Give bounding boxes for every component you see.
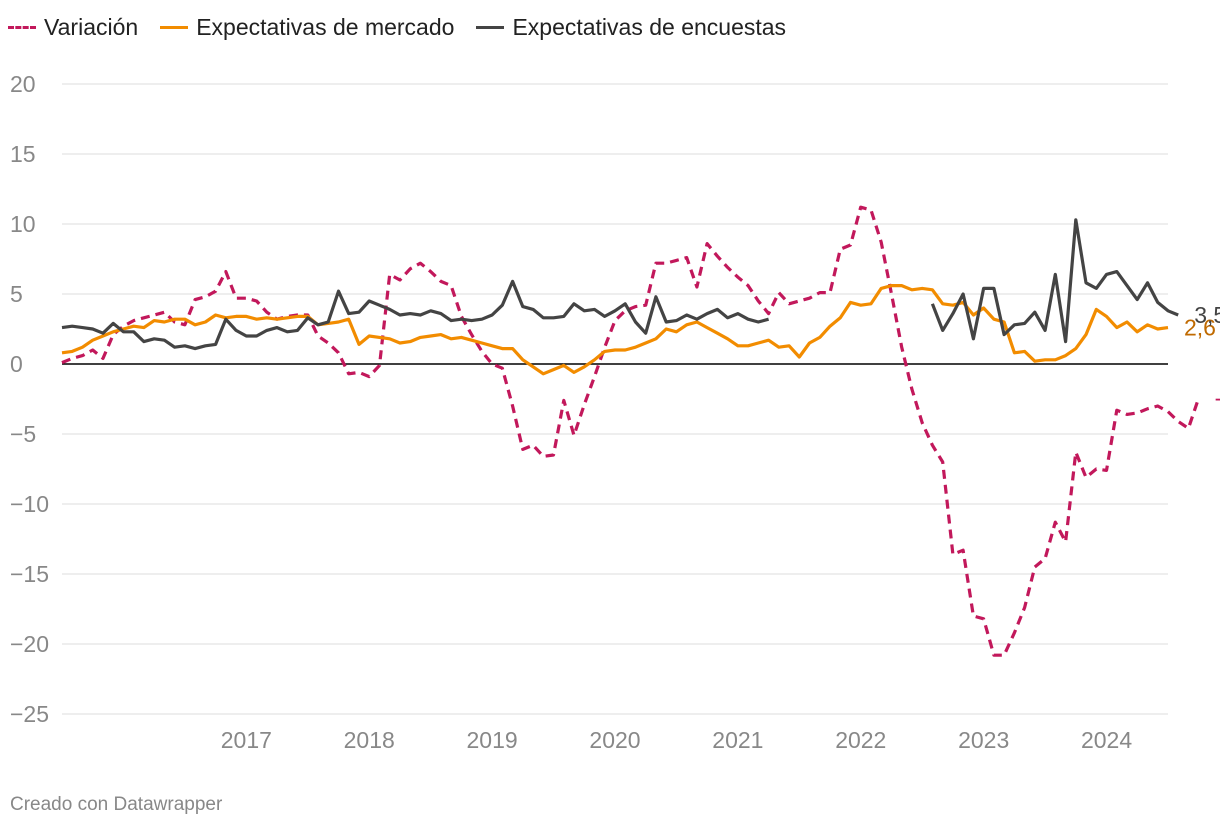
y-tick-label: −5: [10, 421, 36, 447]
x-tick-label: 2019: [467, 727, 518, 753]
y-tick-label: −10: [10, 491, 49, 517]
series-line-0: [61, 205, 1201, 657]
legend-swatch-variacion: [8, 26, 36, 29]
legend: Variación Expectativas de mercado Expect…: [8, 14, 786, 41]
x-tick-label: 2018: [344, 727, 395, 753]
legend-label-variacion: Variación: [44, 14, 139, 40]
y-tick-label: −20: [10, 631, 49, 657]
legend-item-expectativas-encuestas: Expectativas de encuestas: [476, 14, 786, 41]
y-tick-label: 0: [10, 351, 23, 377]
x-tick-label: 2024: [1081, 727, 1132, 753]
x-tick-label: 2017: [221, 727, 272, 753]
series-line-1: [61, 284, 1169, 376]
x-tick-label: 2021: [712, 727, 763, 753]
x-tick-label: 2020: [589, 727, 640, 753]
legend-label-expectativas-mercado: Expectativas de mercado: [196, 14, 455, 40]
x-tick-label: 2022: [835, 727, 886, 753]
legend-item-variacion: Variación: [8, 14, 138, 41]
y-tick-label: 10: [10, 211, 36, 237]
y-tick-label: −15: [10, 561, 49, 587]
legend-swatch-expectativas-mercado: [160, 26, 189, 29]
y-tick-label: 20: [10, 71, 36, 97]
y-tick-label: −25: [10, 701, 49, 727]
x-tick-label: 2023: [958, 727, 1009, 753]
end-label-0: -2,42: [1215, 385, 1220, 411]
y-tick-label: 5: [10, 281, 23, 307]
legend-label-expectativas-encuestas: Expectativas de encuestas: [512, 14, 787, 40]
end-label-1: 2,6: [1184, 315, 1216, 341]
legend-item-expectativas-mercado: Expectativas de mercado: [160, 14, 454, 41]
legend-swatch-expectativas-encuestas: [476, 26, 505, 29]
footer-credit: Creado con Datawrapper: [10, 794, 223, 815]
series-line-2: [61, 218, 1179, 351]
y-tick-label: 15: [10, 141, 36, 167]
end-label-2: 3,5: [1194, 302, 1220, 328]
